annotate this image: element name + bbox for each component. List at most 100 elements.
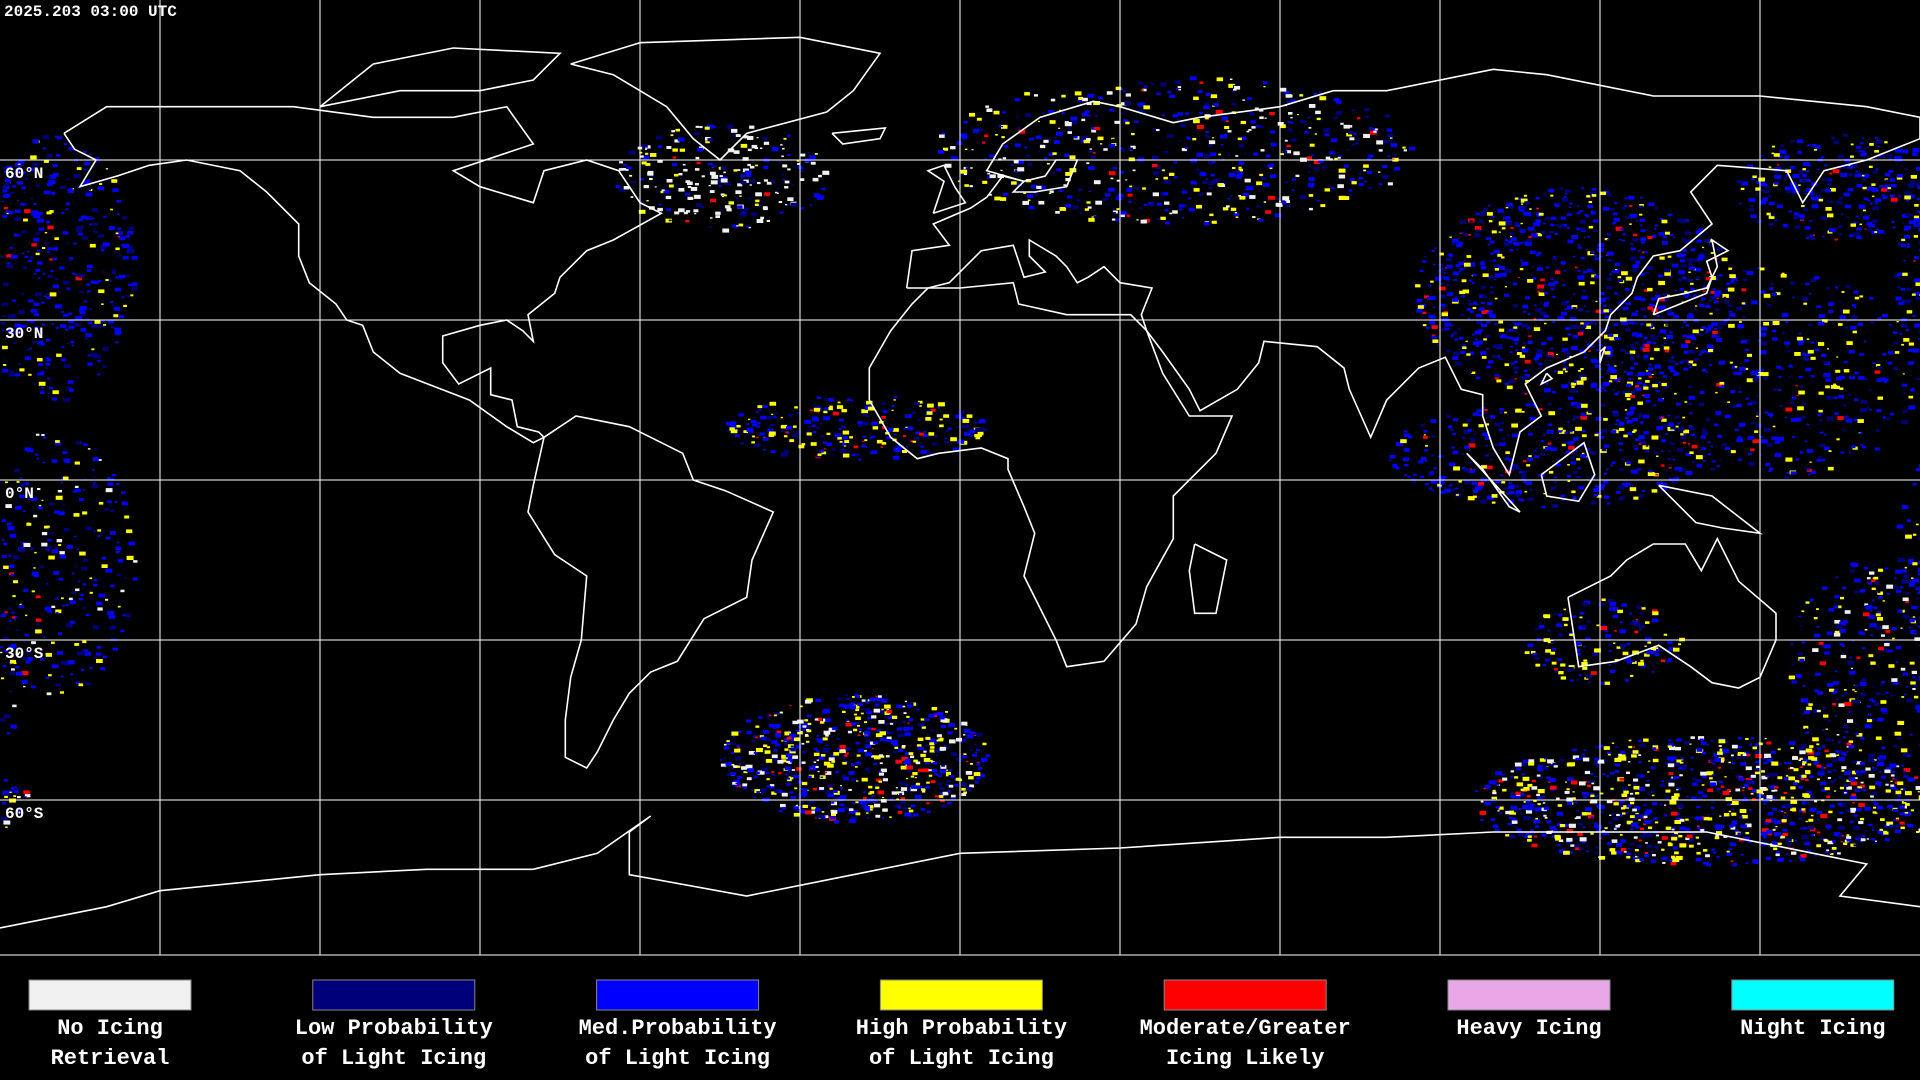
icing-speck	[93, 583, 98, 587]
icing-speck	[1901, 383, 1908, 387]
icing-speck	[857, 702, 863, 706]
icing-speck	[1596, 494, 1602, 498]
icing-speck	[1314, 133, 1317, 135]
icing-speck	[54, 441, 61, 446]
icing-speck	[14, 233, 19, 237]
icing-speck	[1688, 360, 1693, 364]
icing-speck	[756, 436, 759, 439]
icing-speck	[857, 724, 860, 727]
icing-speck	[1662, 424, 1668, 428]
icing-speck	[1593, 488, 1601, 493]
icing-speck	[1902, 392, 1905, 395]
icing-speck	[904, 783, 909, 786]
icing-speck	[1685, 827, 1691, 831]
icing-speck	[1024, 92, 1030, 96]
icing-speck	[1025, 113, 1032, 118]
icing-speck	[1667, 457, 1672, 461]
icing-speck	[117, 227, 121, 230]
icing-speck	[90, 280, 96, 284]
icing-speck	[1785, 168, 1788, 170]
icing-speck	[3, 167, 6, 169]
icing-speck	[1630, 801, 1635, 805]
icing-speck	[745, 771, 748, 774]
icing-speck	[885, 715, 889, 718]
icing-speck	[1222, 207, 1229, 211]
icing-speck	[946, 783, 949, 786]
icing-speck	[1791, 418, 1798, 422]
icing-speck	[737, 776, 742, 779]
icing-speck	[1368, 154, 1374, 158]
icing-speck	[1792, 189, 1800, 194]
icing-speck	[1908, 558, 1914, 563]
icing-speck	[903, 435, 907, 437]
icing-speck	[18, 363, 21, 365]
icing-speck	[1626, 381, 1633, 386]
icing-speck	[1592, 219, 1599, 223]
icing-speck	[1340, 122, 1344, 125]
icing-speck	[1792, 436, 1796, 438]
icing-speck	[1431, 454, 1435, 457]
icing-speck	[904, 700, 908, 703]
icing-speck	[928, 432, 935, 436]
icing-speck	[1809, 192, 1815, 196]
icing-speck	[1620, 348, 1626, 352]
icing-speck	[1093, 180, 1101, 185]
icing-speck	[1774, 827, 1777, 830]
icing-speck	[1121, 102, 1127, 106]
icing-speck	[1348, 125, 1353, 128]
icing-speck	[849, 436, 853, 439]
icing-speck	[1642, 347, 1650, 352]
icing-speck	[825, 807, 828, 809]
icing-speck	[91, 208, 98, 212]
icing-speck	[1555, 270, 1561, 274]
icing-speck	[119, 274, 125, 279]
icing-speck	[1523, 341, 1527, 344]
icing-speck	[1914, 256, 1919, 260]
icing-speck	[780, 144, 783, 146]
icing-speck	[1489, 240, 1495, 244]
icing-speck	[1682, 359, 1686, 362]
icing-speck	[1789, 821, 1796, 826]
icing-speck	[1346, 149, 1349, 151]
icing-speck	[810, 442, 817, 446]
icing-speck	[1695, 347, 1699, 349]
icing-speck	[22, 510, 26, 513]
icing-speck	[1114, 120, 1120, 124]
icing-speck	[793, 806, 799, 810]
icing-speck	[97, 607, 103, 611]
icing-speck	[21, 293, 24, 296]
icing-speck	[37, 371, 40, 373]
icing-speck	[47, 377, 50, 380]
icing-speck	[1790, 471, 1797, 475]
icing-speck	[1708, 243, 1712, 246]
icing-speck	[922, 768, 929, 773]
icing-speck	[1633, 296, 1639, 300]
icing-speck	[1541, 505, 1546, 509]
icing-speck	[1513, 367, 1517, 370]
icing-speck	[1908, 194, 1915, 199]
icing-speck	[1482, 273, 1489, 277]
icing-speck	[42, 323, 45, 325]
icing-speck	[26, 522, 32, 526]
icing-speck	[1630, 346, 1637, 350]
icing-speck	[86, 269, 92, 272]
icing-speck	[946, 747, 949, 749]
icing-speck	[733, 779, 740, 784]
icing-speck	[1802, 297, 1809, 302]
icing-speck	[1386, 133, 1394, 138]
icing-speck	[1516, 828, 1522, 832]
icing-speck	[903, 726, 910, 731]
icing-speck	[1574, 837, 1578, 840]
icing-speck	[1688, 395, 1696, 400]
icing-speck	[102, 242, 110, 247]
icing-speck	[88, 153, 91, 155]
icing-speck	[1916, 377, 1920, 380]
icing-speck	[89, 591, 93, 594]
icing-speck	[1698, 736, 1705, 740]
icing-speck	[1211, 220, 1217, 224]
icing-speck	[1431, 250, 1435, 252]
icing-speck	[1804, 440, 1808, 443]
icing-speck	[963, 734, 966, 736]
icing-speck	[1827, 770, 1832, 774]
icing-speck	[1703, 285, 1707, 288]
